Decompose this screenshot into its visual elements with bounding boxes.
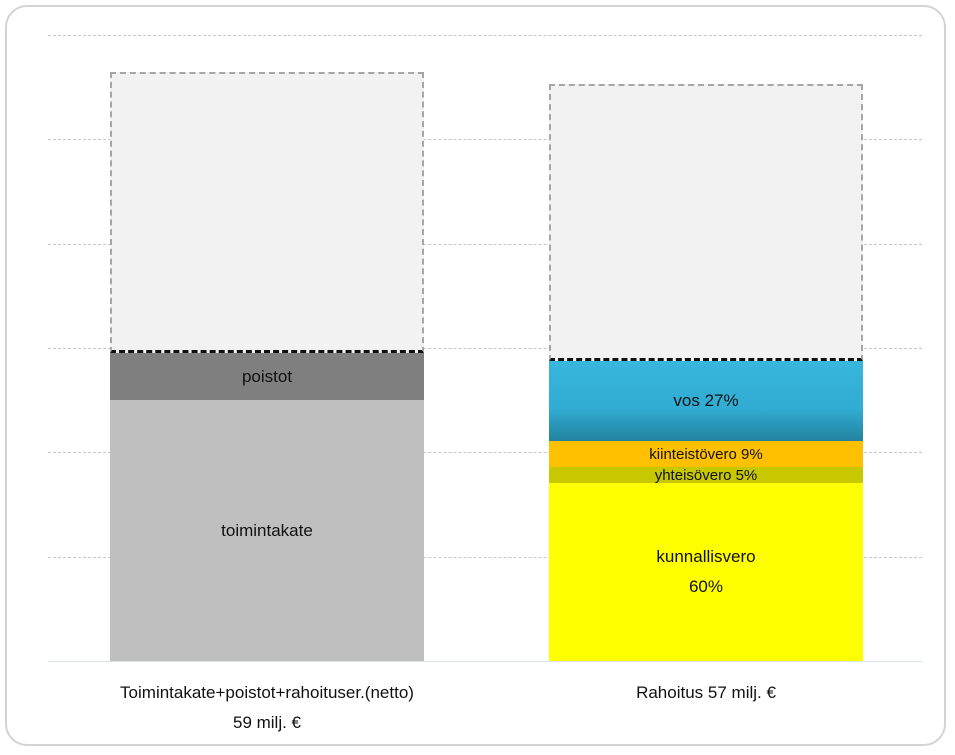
bar-segment: kiinteistövero 9% xyxy=(549,440,863,468)
empty-segment xyxy=(110,71,424,354)
grid-line xyxy=(48,452,922,453)
bar-segment: vos 27% xyxy=(549,360,863,441)
bar-segment: kunnallisvero 60% xyxy=(549,482,863,661)
grid-line xyxy=(48,348,922,349)
bar-segment: toimintakate xyxy=(110,400,424,661)
grid-line xyxy=(48,557,922,558)
bar-segment: yhteisövero 5% xyxy=(549,467,863,483)
grid-line xyxy=(48,661,922,662)
grid-line xyxy=(48,244,922,245)
x-tick-label: Toimintakate+poistot+rahoituser.(netto) … xyxy=(120,683,414,732)
bar-segment: poistot xyxy=(110,353,424,401)
empty-segment xyxy=(549,84,863,361)
grid-line xyxy=(48,35,922,36)
x-tick-label: Rahoitus 57 milj. € xyxy=(636,683,776,702)
grid-line xyxy=(48,139,922,140)
